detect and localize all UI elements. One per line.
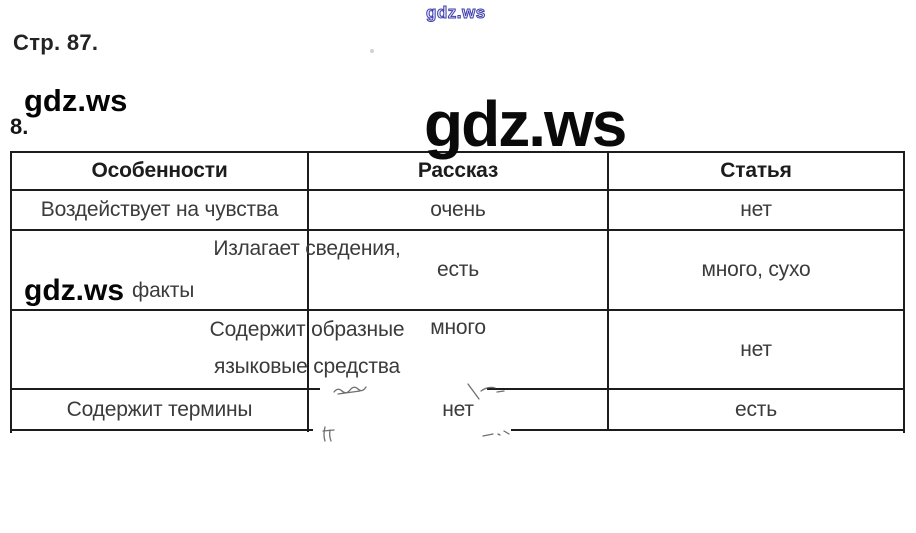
header-cell-article: Статья [720,159,792,182]
table-cell-article: нет [740,198,772,221]
table-cell-line: факты [132,279,195,302]
table-cell-story: много [430,316,486,339]
table-border-bottom-right [511,429,905,431]
table-cell-story: есть [437,258,479,281]
table-cell-line: Излагает сведения, [213,237,401,260]
table-cell-line: языковые средства [214,355,400,378]
header-cell-feature: Особенности [91,159,228,182]
gdz-watermark-large: gdz.ws [424,88,627,160]
table-divider-col1 [307,151,309,432]
table-cell-line: Содержит образные [209,318,405,341]
table-divider-col2 [607,151,609,431]
table-cell-feature: Содержит образные языковые средства [12,311,405,388]
table-border-top [10,151,905,153]
gdz-watermark-top: gdz.ws [426,3,486,23]
table-cell-article: много, сухо [701,258,811,281]
table-cell-feature: Излагает сведения, факты [12,231,401,309]
table-cell-feature: Содержит термины [66,397,253,421]
table-cell-feature: Воздействует на чувства [40,198,279,221]
table-cell-story: очень [430,198,486,221]
table-rule-row2 [10,309,905,311]
table-cell-story: нет [442,397,474,421]
gdz-watermark-row: gdz.ws [24,274,125,307]
table-border-right [903,151,905,433]
table-rule-row3-right [487,388,905,390]
table-rule-header [10,189,905,191]
table-cell-article: есть [735,397,777,421]
gdz-watermark-left: gdz.ws [24,83,128,118]
exercise-number: 8. [10,114,29,139]
page-number-label: Стр. 87. [13,30,99,55]
table-rule-row1 [10,229,905,231]
table-rule-row3-left [10,388,320,390]
table-cell-article: нет [740,337,772,361]
answers-table: Особенности Рассказ Статья Воздействует … [10,151,905,433]
table-border-left [10,151,12,433]
header-cell-story: Рассказ [417,159,499,182]
table-border-bottom-left [10,429,313,431]
